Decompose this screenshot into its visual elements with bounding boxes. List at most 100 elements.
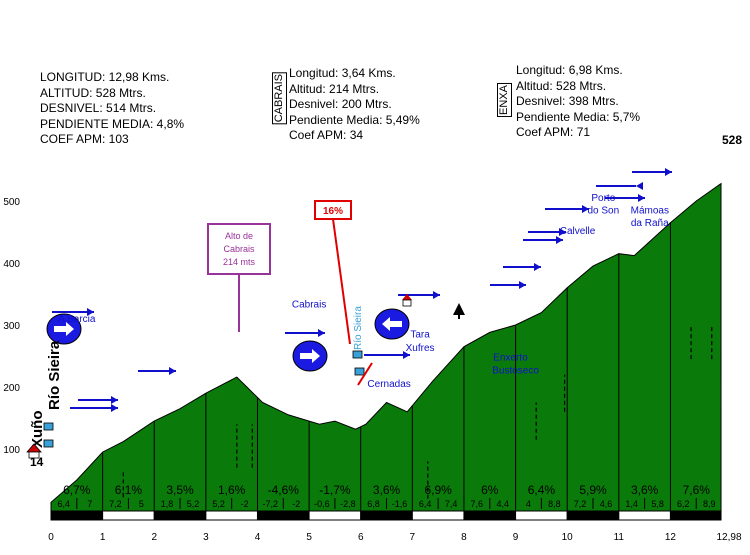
- y-tick-label: 400: [3, 259, 20, 270]
- segment-grade-label: 6,9%: [424, 483, 452, 497]
- summary-mean-grade: PENDIENTE MEDIA: 4,8%: [40, 116, 185, 131]
- segment-subgrade-label: 8,8: [548, 499, 561, 509]
- km-band-segment: [515, 510, 568, 521]
- route-direction-arrowhead: [534, 263, 541, 271]
- segment-grade-label: 6%: [481, 483, 499, 497]
- segment-subgrade-label: -1,6: [392, 499, 408, 509]
- x-tick-label: 3: [203, 532, 209, 543]
- x-tick-label: 11: [614, 532, 625, 543]
- segment-subgrade-label: 7,2: [574, 499, 587, 509]
- x-tick-label: 1: [100, 532, 106, 543]
- x-tick-label: 10: [562, 532, 574, 543]
- route-direction-arrowhead: [403, 351, 410, 359]
- route-direction-arrowhead: [433, 291, 440, 299]
- y-tick-label: 100: [3, 445, 20, 456]
- route-direction-arrowhead: [582, 205, 589, 213]
- place-label: Porto: [591, 193, 615, 204]
- bridge-icon: [43, 422, 54, 431]
- enxa-length: Longitud: 6,98 Kms.: [516, 63, 623, 77]
- km-band-segment: [102, 510, 155, 521]
- x-tick-label: 8: [461, 532, 467, 543]
- segment-subgrade-label: -2: [292, 499, 300, 509]
- segment-subgrade-label: -2: [241, 499, 249, 509]
- hut-icon: [402, 294, 412, 300]
- segment-subgrade-label: 6,2: [677, 499, 690, 509]
- place-label: Bustoseco: [492, 365, 539, 376]
- enxa-climb-summary: Longitud: 6,98 Kms. Altitud: 528 Mtrs. D…: [516, 63, 640, 141]
- km-band-segment: [256, 510, 310, 521]
- place-label: Enxerto: [493, 352, 528, 363]
- route-direction-arrowhead: [556, 236, 563, 244]
- segment-grade-label: 3,6%: [373, 483, 401, 497]
- climb-label-box: [207, 223, 271, 275]
- route-direction-arrowhead: [665, 168, 672, 176]
- km-band-segment: [360, 510, 413, 521]
- segment-subgrade-label: -0,6: [314, 499, 330, 509]
- km-band-segment: [566, 510, 620, 521]
- segment-subgrade-label: 5,2: [212, 499, 225, 509]
- segment-grade-label: 5,9%: [579, 483, 607, 497]
- km-band-segment: [205, 510, 258, 521]
- arrow-left-icon: [382, 317, 402, 331]
- arrow-right-icon: [300, 349, 320, 363]
- km-band-segment: [50, 510, 104, 521]
- route-direction-arrowhead: [636, 182, 643, 190]
- segment-subgrade-label: -2,8: [340, 499, 356, 509]
- place-label: Cabrais: [292, 300, 326, 311]
- x-tick-label: 9: [513, 532, 519, 543]
- km-band-segment: [153, 510, 207, 521]
- cabrais-mean-grade: Pendiente Media: 5,49%: [289, 112, 420, 127]
- x-tick-label: 0: [48, 532, 54, 543]
- cabrais-climb-summary: Longitud: 3,64 Kms. Altitud: 214 Mtrs. D…: [289, 66, 420, 144]
- segment-subgrade-label: 8,9: [703, 499, 716, 509]
- grade-callout-pointer: [332, 218, 351, 345]
- segment-subgrade-label: 7,6: [471, 499, 484, 509]
- segment-subgrade-label: 1,8: [161, 499, 174, 509]
- place-label: Cernadas: [367, 379, 410, 390]
- steep-section-marker: [357, 362, 373, 386]
- km-band-segment: [308, 510, 362, 521]
- end-elevation-label: 528: [722, 133, 742, 147]
- summary-apm: COEF APM: 103: [40, 132, 129, 146]
- segment-subgrade-label: -7,2: [263, 499, 279, 509]
- km-band-segment: [669, 510, 722, 521]
- x-tick-label: 12,98: [717, 532, 742, 543]
- y-tick-label: 300: [3, 321, 20, 332]
- segment-subgrade-label: 6,4: [58, 499, 71, 509]
- summary-altitude: ALTITUD: 528 Mtrs.: [40, 85, 146, 100]
- route-direction-arrowhead: [318, 329, 325, 337]
- route-direction-arrowhead: [519, 281, 526, 289]
- route-direction-arrowhead: [111, 396, 118, 404]
- segment-grade-label: 6,7%: [63, 483, 91, 497]
- start-elevation-label: 14: [30, 455, 44, 469]
- place-label: do Son: [587, 205, 619, 216]
- segment-grade-label: 7,6%: [683, 483, 711, 497]
- profile-area: [50, 182, 722, 512]
- x-tick-label: 6: [358, 532, 364, 543]
- summary-length: LONGITUD: 12,98 Kms.: [40, 70, 170, 84]
- hut-body-icon: [402, 299, 412, 307]
- segment-subgrade-label: 4: [526, 499, 531, 509]
- segment-subgrade-label: 7: [87, 499, 92, 509]
- place-label: Mámoas: [631, 205, 669, 216]
- start-place-label: Xuño: [29, 411, 46, 449]
- place-label: Calvelle: [560, 226, 596, 237]
- arrow-right-icon: [54, 322, 74, 336]
- enxa-climb-tag: ENXA: [497, 83, 512, 117]
- route-direction-arrowhead: [111, 404, 118, 412]
- bridge-icon: [43, 439, 54, 448]
- place-label: A Barcia: [58, 314, 96, 325]
- km-band-segment: [618, 510, 671, 521]
- start-river-label: Río Sieira: [46, 340, 63, 410]
- km-band-segment: [411, 510, 465, 521]
- x-tick-label: 4: [255, 532, 261, 543]
- segment-grade-label: 3,6%: [631, 483, 659, 497]
- enxa-elevation-gain: Desnivel: 398 Mtrs.: [516, 94, 619, 108]
- grade-callout-text: 16%: [323, 206, 343, 217]
- cabrais-elevation-gain: Desnivel: 200 Mtrs.: [289, 97, 392, 111]
- segment-subgrade-label: 4,6: [600, 499, 613, 509]
- segment-grade-label: -4,6%: [268, 483, 300, 497]
- segment-subgrade-label: 6,4: [419, 499, 432, 509]
